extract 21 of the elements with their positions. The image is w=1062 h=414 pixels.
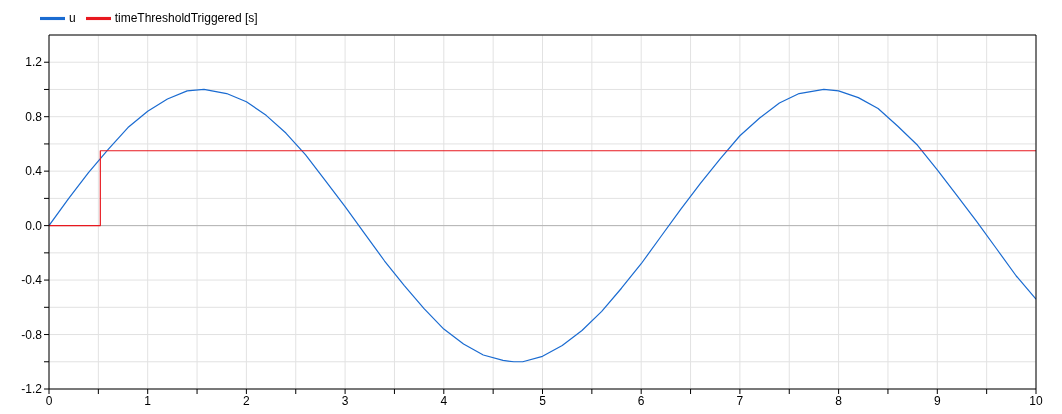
x-tick-label: 5	[539, 393, 547, 408]
x-tick-label: 3	[341, 393, 349, 408]
y-tick-label: 0.0	[25, 218, 43, 233]
y-tick-label: 0.4	[25, 164, 43, 179]
y-tick-label: -0.4	[21, 273, 43, 288]
line-series	[49, 88, 1036, 363]
y-tick-label: 1.2	[25, 55, 43, 70]
legend-label: timeThresholdTriggered [s]	[114, 10, 258, 25]
y-tick-label: 0.8	[25, 109, 43, 124]
x-tick-label: 1	[144, 393, 152, 408]
legend-label: u	[69, 10, 76, 25]
x-tick-label: 8	[835, 393, 843, 408]
y-tick-label: -0.8	[21, 327, 43, 342]
x-tick-label: 0	[45, 393, 53, 408]
x-tick-label: 10	[1029, 393, 1043, 408]
x-tick-label: 2	[243, 393, 251, 408]
x-tick-label: 4	[440, 393, 448, 408]
y-tick-label: -1.2	[21, 382, 43, 397]
x-tick-label: 7	[736, 393, 744, 408]
x-tick-label: 9	[933, 393, 941, 408]
x-tick-label: 6	[637, 393, 645, 408]
